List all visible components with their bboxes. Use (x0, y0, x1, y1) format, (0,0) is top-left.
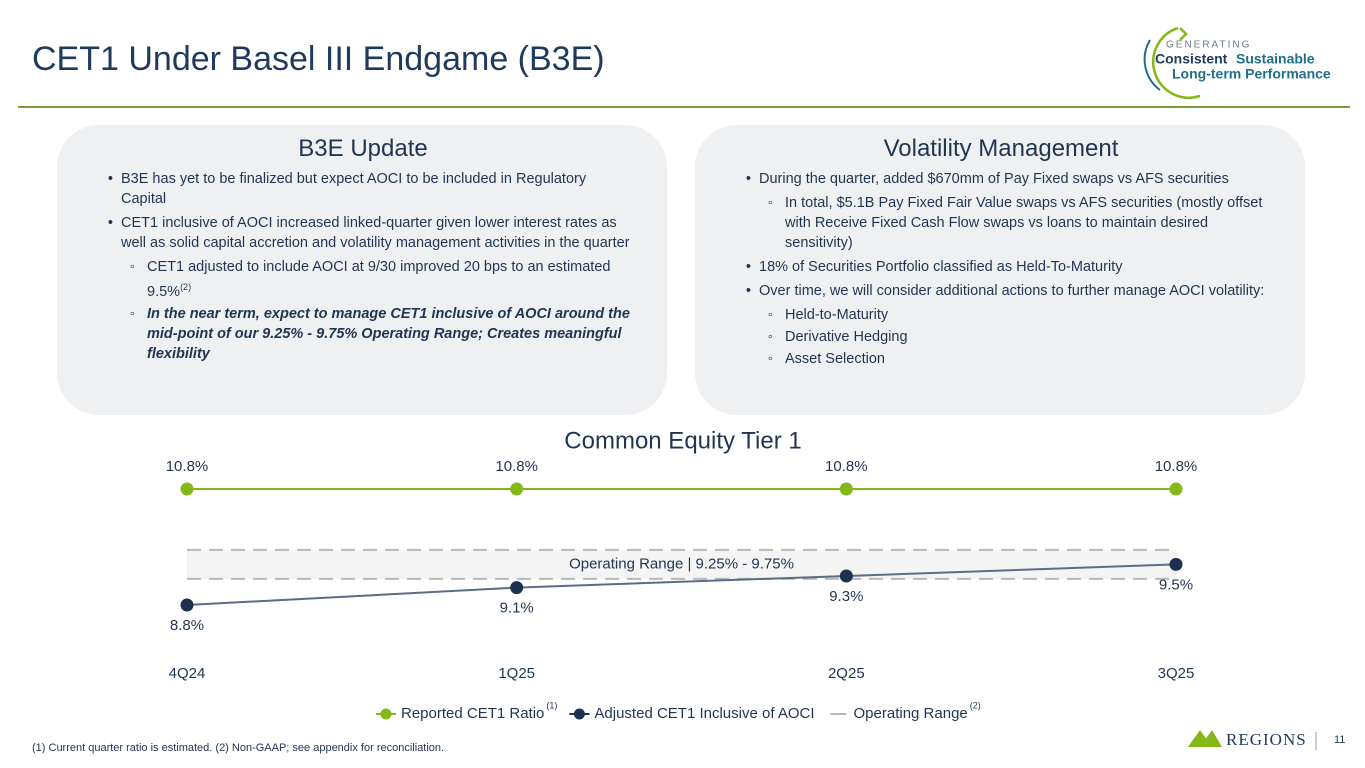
point (1169, 482, 1183, 496)
logo-arc (1143, 39, 1161, 91)
sub-bullet: Asset Selection (785, 349, 1269, 369)
bullet-text: CET1 inclusive of AOCI increased linked-… (121, 215, 630, 251)
bullet: Over time, we will consider additional a… (759, 281, 1269, 369)
range-band (187, 549, 1176, 579)
brand-mark (1188, 730, 1222, 747)
note: (2) (180, 282, 192, 292)
bullet-text: During the quarter, added $670mm of Pay … (759, 171, 1229, 187)
point (180, 598, 194, 612)
value-label: 9.3% (829, 588, 863, 605)
sub-bullet: In total, $5.1B Pay Fixed Fair Value swa… (785, 193, 1269, 253)
point (839, 482, 853, 496)
left-panel: B3E Update B3E has yet to be finalized b… (57, 125, 667, 415)
sub-bullet: Derivative Hedging (785, 327, 1269, 347)
chart-title: Common Equity Tier 1 (564, 427, 801, 454)
legend-label: Reported CET1 Ratio (401, 705, 544, 722)
legend-note: (1) (546, 700, 557, 710)
bullet: During the quarter, added $670mm of Pay … (759, 169, 1269, 253)
bullet: 18% of Securities Portfolio classified a… (759, 257, 1269, 277)
footnote: (1) Current quarter ratio is estimated. … (32, 742, 445, 754)
x-tick-label: 3Q25 (1158, 665, 1195, 682)
panel-title: Volatility Management (883, 135, 1119, 162)
bullet: CET1 inclusive of AOCI increased linked-… (121, 213, 631, 364)
value-label: 10.8% (495, 458, 538, 475)
sub-bullet: Held-to-Maturity (785, 305, 1269, 325)
range-label: Operating Range | 9.25% - 9.75% (569, 555, 794, 572)
value-label: 9.5% (1159, 576, 1193, 593)
logo-text: GENERATING (1166, 40, 1251, 51)
logo-text: Sustainable (1236, 51, 1315, 67)
value-label: 9.1% (500, 600, 534, 617)
sub-list: Held-to-Maturity Derivative Hedging Asse… (759, 305, 1269, 369)
legend-note: (2) (970, 700, 981, 710)
page-number: 11 (1334, 734, 1345, 746)
value-label: 8.8% (170, 617, 204, 634)
bullet-list: During the quarter, added $670mm of Pay … (733, 169, 1269, 369)
sub-bullet: In the near term, expect to manage CET1 … (147, 304, 631, 364)
x-tick-label: 4Q24 (169, 665, 206, 682)
point (510, 581, 524, 595)
sub-bullet: CET1 adjusted to include AOCI at 9/30 im… (147, 257, 631, 302)
value-label: 10.8% (166, 458, 209, 475)
value-label: 10.8% (825, 458, 868, 475)
point (839, 569, 853, 583)
point (1169, 557, 1183, 571)
value-label: 10.8% (1155, 458, 1198, 475)
x-tick-label: 1Q25 (498, 665, 535, 682)
bullet-text: Over time, we will consider additional a… (759, 283, 1265, 299)
series-line (186, 563, 1177, 606)
legend-key (380, 708, 392, 720)
logo-arc (1152, 26, 1201, 99)
bullet-text: CET1 adjusted to include AOCI at 9/30 im… (147, 259, 611, 300)
point (510, 482, 524, 496)
point (180, 482, 194, 496)
right-panel: Volatility Management During the quarter… (695, 125, 1305, 415)
bullet-list: B3E has yet to be finalized but expect A… (95, 169, 631, 364)
panel-title: B3E Update (298, 135, 428, 162)
sub-list: In total, $5.1B Pay Fixed Fair Value swa… (759, 193, 1269, 253)
legend-key (573, 708, 585, 720)
x-tick-label: 2Q25 (828, 665, 865, 682)
slide-title: CET1 Under Basel III Endgame (B3E) (32, 40, 605, 78)
legend-label: Operating Range (854, 705, 968, 722)
title-rule (18, 106, 1350, 108)
legend-label: Adjusted CET1 Inclusive of AOCI (594, 705, 814, 722)
logo-text: Long-term Performance (1172, 66, 1331, 82)
sub-list: CET1 adjusted to include AOCI at 9/30 im… (121, 257, 631, 364)
logo-text: Consistent (1155, 51, 1228, 67)
brand-name: REGIONS (1226, 730, 1307, 749)
bullet: B3E has yet to be finalized but expect A… (121, 169, 631, 209)
